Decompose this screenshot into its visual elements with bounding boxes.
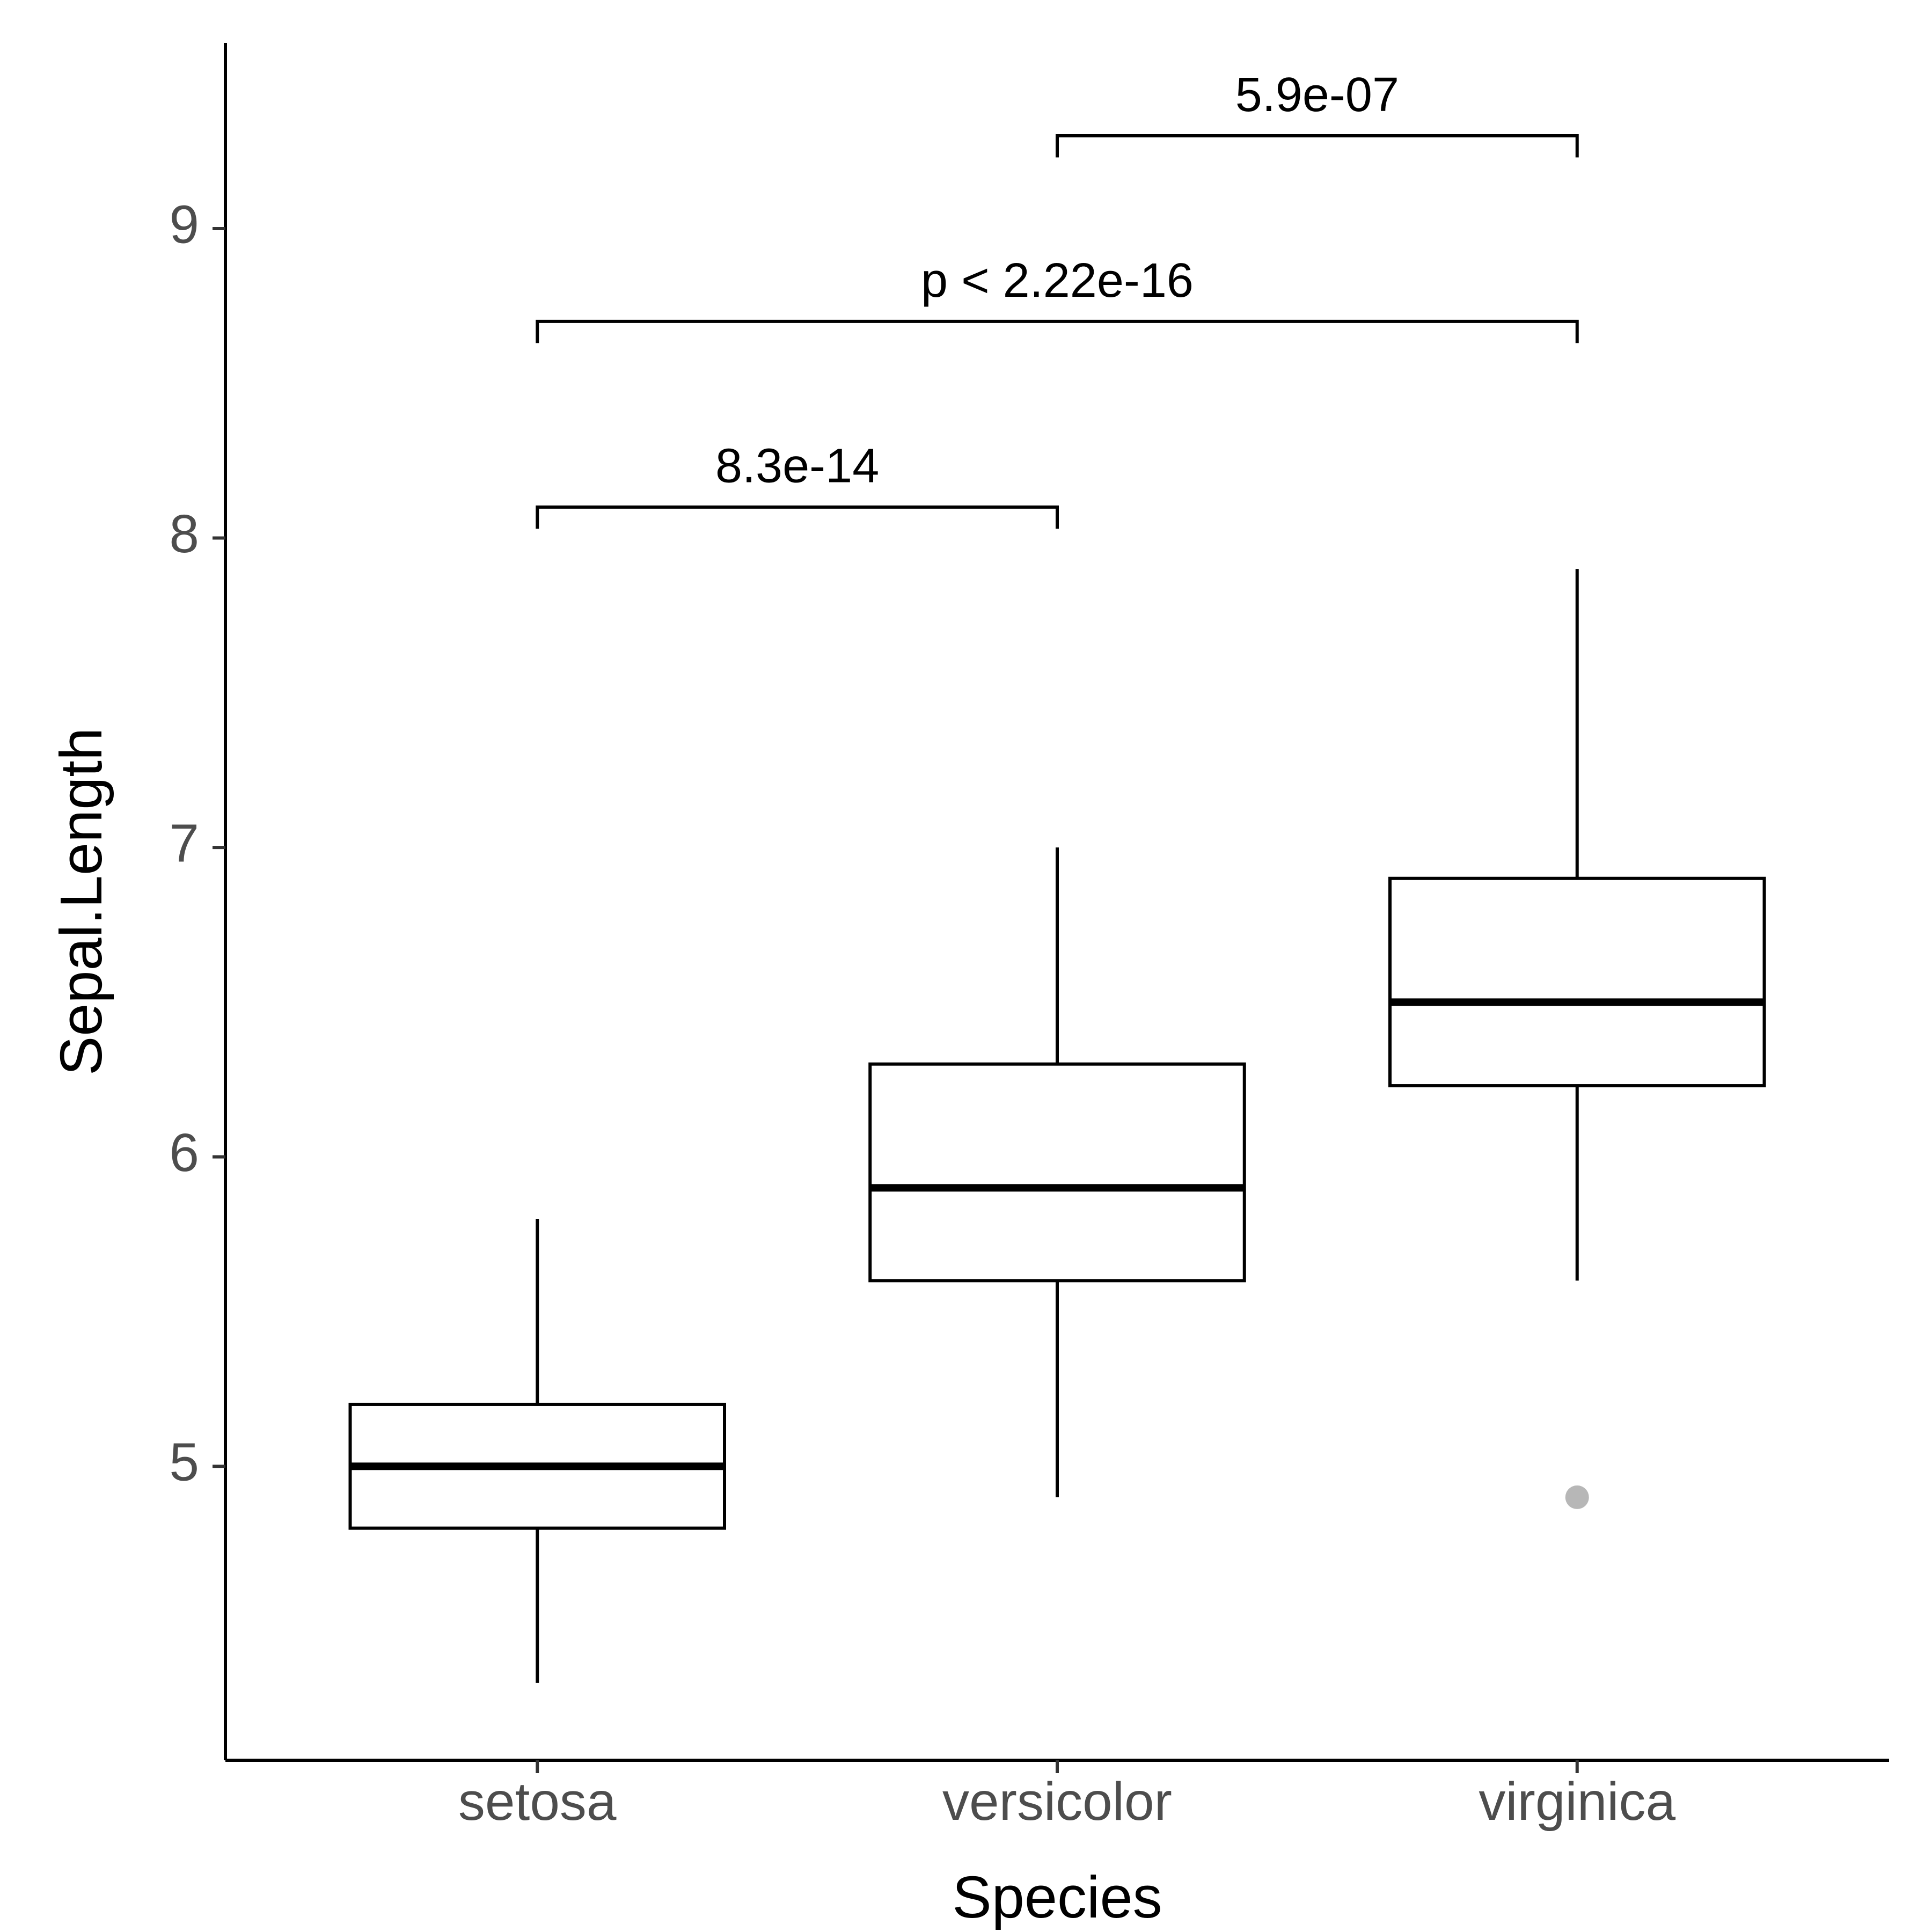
x-tick-label: virginica — [1479, 1772, 1675, 1832]
outlier-point — [1565, 1485, 1589, 1509]
y-tick-label: 5 — [169, 1432, 199, 1492]
y-tick-label: 7 — [169, 814, 199, 874]
x-tick-label: setosa — [458, 1772, 617, 1832]
bracket-label: 8.3e-14 — [715, 440, 879, 493]
y-tick-label: 6 — [169, 1123, 199, 1183]
x-tick-label: versicolor — [942, 1772, 1172, 1832]
box-rect — [1390, 879, 1765, 1086]
box-rect — [870, 1064, 1245, 1281]
y-axis-title: Sepal.Length — [48, 728, 114, 1075]
bracket-label: p < 2.22e-16 — [921, 254, 1194, 308]
y-tick-label: 9 — [169, 194, 199, 254]
boxplot-chart: 5 6 7 8 9 setosa versicolor virginica Sepal.Leng… — [0, 0, 1932, 1932]
y-tick-label: 8 — [169, 504, 199, 564]
x-axis-title: Species — [952, 1864, 1162, 1930]
bracket-label: 5.9e-07 — [1235, 68, 1399, 122]
